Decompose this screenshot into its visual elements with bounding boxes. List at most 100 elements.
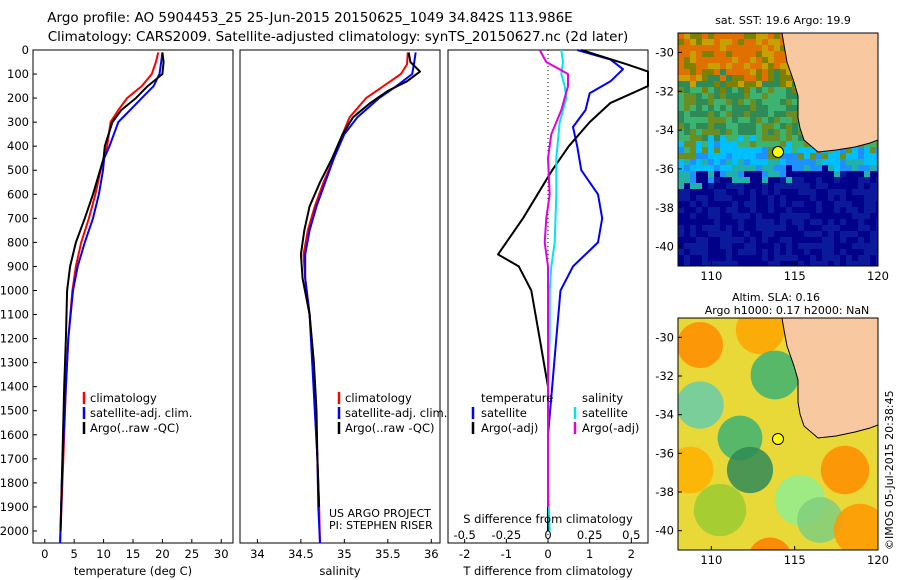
legend-label-argo-t: Argo(-adj) (481, 421, 538, 435)
x-tick-label: 15 (126, 547, 141, 561)
depth-tick-label: 900 (7, 259, 29, 273)
temperature-panel: 0100200300400500600700800900100011001200… (0, 43, 234, 578)
difference-panel: -2 -1 0 1 2 -0.5 -0.25 0 0.25 0.5 S difference f… (447, 49, 649, 578)
map-y-tick-label: -32 (655, 369, 674, 383)
depth-tick-label: 1500 (0, 404, 29, 418)
sst-map-frame (677, 32, 879, 267)
pi-annotation: PI: STEPHEN RISER (329, 519, 433, 532)
map-y-tick-label: -36 (655, 162, 674, 176)
temperature-profiles (59, 52, 165, 544)
legend-label-climatology: climatology (90, 391, 157, 405)
x-tick-label: 1 (586, 547, 593, 561)
salinity-x-axis: 34 34.5 35 35.5 36 (250, 539, 439, 561)
legend-label-argo-s: Argo(-adj) (582, 421, 639, 435)
series-line-2 (299, 52, 421, 507)
series-line-2 (59, 52, 165, 532)
map-y-tick-label: -34 (655, 408, 674, 422)
project-annotation: US ARGO PROJECT (329, 507, 431, 520)
sla-map-title-line2: Argo h1000: 0.17 h2000: NaN (705, 304, 870, 317)
legend-title-temperature: temperature (481, 391, 553, 405)
salinity-legend: climatology satellite-adj. clim. Argo(..… (337, 391, 447, 435)
temperature-axis-label: temperature (deg C) (74, 564, 192, 578)
t-difference-axis: -2 -1 0 1 2 (459, 539, 635, 561)
sla-map-title-line1: Altim. SLA: 0.16 (732, 291, 820, 304)
depth-tick-label: 200 (7, 91, 29, 105)
legend-label-satellite-s: satellite (582, 406, 628, 420)
x-tick-label: 2 (628, 547, 635, 561)
imos-timestamp: ©IMOS 05-Jul-2015 20:38:45 (883, 390, 896, 550)
depth-tick-label: 700 (7, 211, 29, 225)
map-y-tick-label: -30 (655, 45, 674, 59)
depth-tick-label: 1100 (0, 308, 29, 322)
top-x-tick-label: -0.5 (453, 528, 475, 542)
s-difference-axis-label: S difference from climatology (463, 512, 633, 526)
depth-tick-label: 1800 (0, 476, 29, 490)
map-x-tick-label: 120 (867, 553, 889, 567)
x-tick-label: 35 (337, 547, 352, 561)
temperature-legend: climatology satellite-adj. clim. Argo(..… (82, 391, 192, 435)
depth-tick-label: 2000 (0, 524, 29, 538)
difference-legend: temperature satellite Argo(-adj) salinit… (471, 391, 639, 435)
sla-map-frame (677, 317, 879, 551)
x-tick-label: 35.5 (375, 547, 401, 561)
sla-map-panel: Altim. SLA: 0.16 Argo h1000: 0.17 h2000:… (655, 291, 889, 567)
map-x-tick-label: 120 (867, 269, 889, 283)
profile-location-marker (772, 433, 784, 445)
depth-tick-label: 1700 (0, 452, 29, 466)
x-tick-label: 25 (185, 547, 200, 561)
top-x-tick-label: 0 (544, 528, 551, 542)
salinity-profiles (299, 52, 421, 544)
temperature-x-axis: 0 5 10 15 20 25 30 (41, 539, 229, 561)
x-tick-label: -2 (459, 547, 470, 561)
series-line-1 (59, 52, 164, 544)
sst-map-axes: 110 115 120 -30 -32 -34 -36 -38 -40 (655, 45, 889, 283)
depth-tick-label: 500 (7, 163, 29, 177)
x-tick-label: 0 (544, 547, 551, 561)
sla-map-axes: 110 115 120 -30 -32 -34 -36 -38 -40 (655, 330, 889, 567)
legend-title-salinity: salinity (582, 391, 623, 405)
x-tick-label: 20 (155, 547, 170, 561)
salinity-axis-label: salinity (319, 564, 360, 578)
top-x-tick-label: 0.5 (622, 528, 640, 542)
map-y-tick-label: -34 (655, 123, 674, 137)
map-y-tick-label: -36 (655, 446, 674, 460)
x-tick-label: 30 (214, 547, 229, 561)
top-x-tick-label: -0.25 (491, 528, 521, 542)
x-tick-label: 0 (41, 547, 48, 561)
salinity-axes (239, 49, 441, 544)
land-mass (781, 318, 878, 439)
x-tick-label: 34.5 (288, 547, 314, 561)
t-difference-axis-label: T difference from climatology (462, 564, 633, 578)
depth-tick-label: 400 (7, 139, 29, 153)
map-y-tick-label: -40 (655, 240, 674, 254)
map-y-tick-label: -32 (655, 84, 674, 98)
legend-label-climatology: climatology (345, 391, 412, 405)
x-tick-label: -1 (501, 547, 512, 561)
series-line-3 (538, 49, 569, 507)
depth-tick-label: 1000 (0, 283, 29, 297)
depth-tick-label: 1600 (0, 428, 29, 442)
depth-tick-label: 0 (22, 43, 29, 57)
map-y-tick-label: -30 (655, 330, 674, 344)
legend-label-satellite: satellite-adj. clim. (345, 406, 447, 420)
legend-label-argo: Argo(..raw -QC) (345, 421, 435, 435)
x-tick-label: 36 (424, 547, 439, 561)
depth-tick-label: 300 (7, 115, 29, 129)
depth-tick-label: 100 (7, 67, 29, 81)
sst-map-title: sat. SST: 19.6 Argo: 19.9 (715, 14, 851, 27)
series-line-0 (547, 49, 624, 531)
map-y-tick-label: -38 (655, 201, 674, 215)
legend-label-satellite-t: satellite (481, 406, 527, 420)
depth-tick-label: 1200 (0, 332, 29, 346)
map-y-tick-label: -40 (655, 524, 674, 538)
x-tick-label: 5 (71, 547, 78, 561)
x-tick-label: 10 (96, 547, 111, 561)
salinity-panel: 34 34.5 35 35.5 36 salinity climatology sate… (239, 49, 447, 578)
figure-title-line1: Argo profile: AO 5904453_25 25-Jun-2015 … (47, 10, 572, 26)
sst-map-panel: sat. SST: 19.6 Argo: 19.9 110 115 120 -30 -3… (655, 14, 889, 283)
land-mass (781, 33, 878, 153)
figure-title-line2: Climatology: CARS2009. Satellite-adjuste… (48, 29, 629, 45)
depth-tick-label: 1400 (0, 380, 29, 394)
map-x-tick-label: 110 (700, 553, 722, 567)
